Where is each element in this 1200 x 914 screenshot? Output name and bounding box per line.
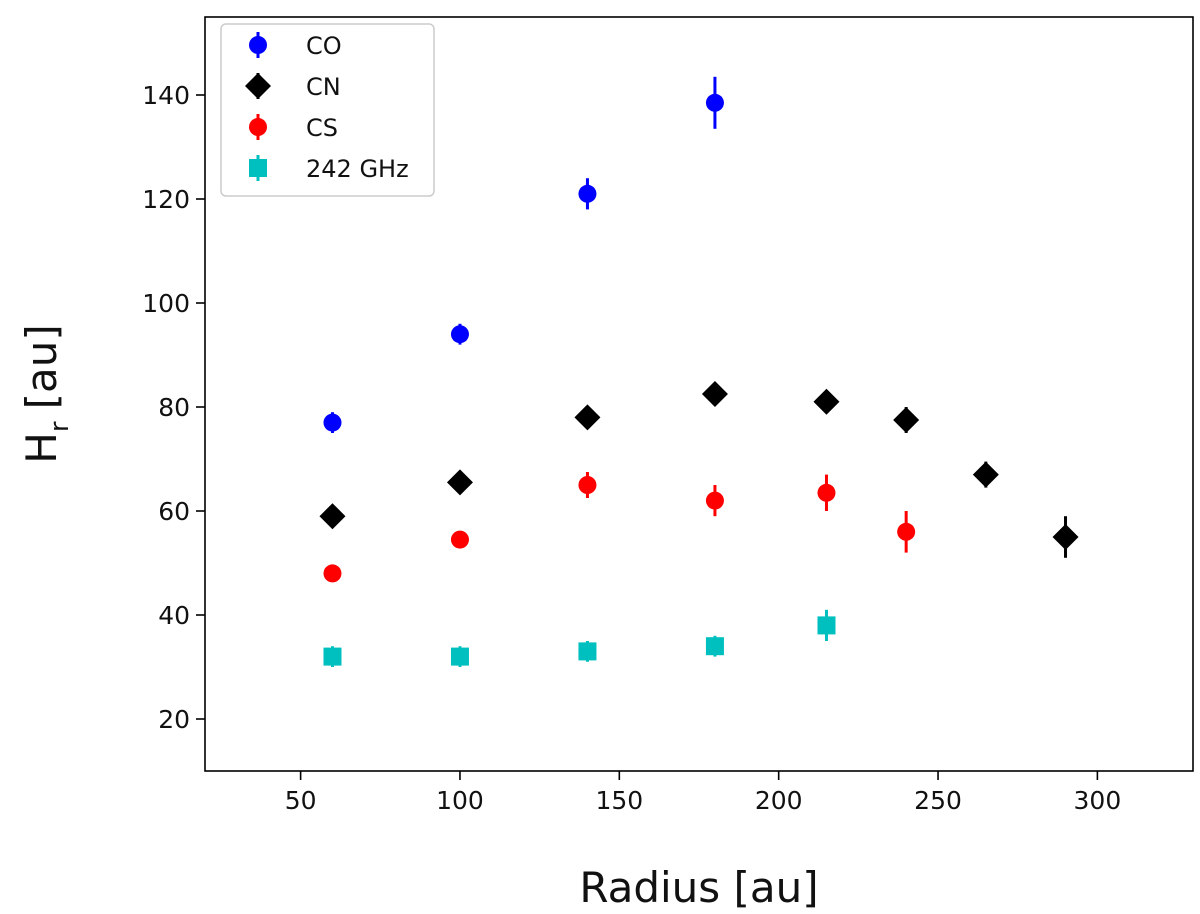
x-tick-label: 150 [595,786,643,815]
y-axis: 20 40 60 80 100 120 140 [142,81,205,734]
series-1 [319,381,1079,558]
legend-entry: CN [245,73,341,101]
y-axis-label-main: H [17,432,66,464]
data-point [705,491,724,510]
data-point [323,647,342,666]
y-tick-label: 100 [142,289,190,318]
data-point [897,522,916,541]
data-point [578,476,597,494]
y-tick-label: 80 [158,393,190,422]
series-0 [323,76,724,433]
svg-text:Hr[au]: Hr [au] [17,324,75,463]
legend-box [220,23,435,197]
legend-marker [249,159,267,177]
y-axis-label-sub: r [45,421,75,432]
data-point [813,388,840,415]
y-tick-label: 120 [142,185,190,214]
data-point [450,325,469,344]
legend-entry: CO [249,32,342,60]
data-point [705,637,724,656]
data-point [450,647,469,666]
legend-marker [245,73,271,99]
legend-label: CS [306,114,338,142]
data-point [817,616,836,635]
y-tick-label: 20 [158,705,190,734]
data-point [574,404,601,431]
x-tick-label: 50 [285,786,317,815]
series-2 [323,472,916,583]
series-3 [323,609,836,667]
data-point [972,461,999,488]
y-axis-label: Hr [au] [17,324,75,463]
data-point [578,184,597,203]
legend-entry: 242 GHz [249,155,409,183]
legend-marker [249,118,267,136]
data-point [1052,524,1079,550]
data-point [450,530,469,549]
data-point [705,93,724,112]
y-tick-label: 40 [158,601,190,630]
chart-marks [319,76,1079,667]
x-tick-label: 100 [436,786,484,815]
x-axis-label: Radius [au] [579,863,818,912]
data-point [323,413,342,432]
legend-label: CN [306,73,341,101]
legend-label: CO [306,32,342,60]
x-tick-label: 200 [755,786,803,815]
y-tick-label: 140 [142,81,190,110]
data-point [893,407,920,433]
data-point [817,483,836,502]
legend-entry: CS [249,114,338,142]
data-point [578,642,597,661]
data-point [701,381,728,407]
plot-frame [204,16,1194,772]
data-point [446,469,473,496]
data-point [319,503,346,530]
legend-marker [249,36,267,54]
legend: CO CN CS 242 GHz [220,23,435,197]
y-tick-label: 60 [158,497,190,526]
x-tick-label: 250 [914,786,962,815]
x-axis: 50 100 150 200 250 300 [285,771,1122,815]
data-point [323,564,342,583]
y-axis-label-unit: [au] [17,324,66,409]
legend-label: 242 GHz [306,155,409,183]
x-tick-label: 300 [1074,786,1122,815]
